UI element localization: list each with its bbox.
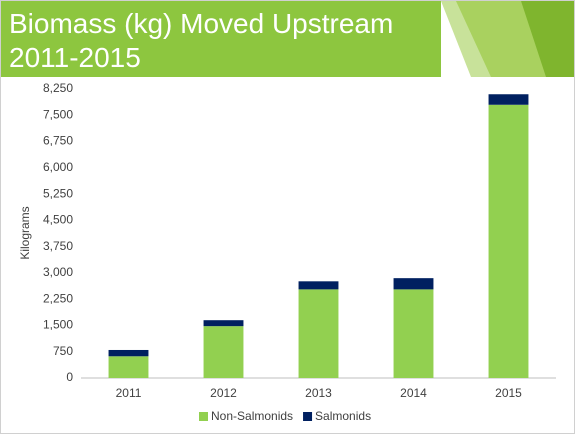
legend-swatch — [303, 412, 313, 421]
decoration — [521, 1, 574, 77]
title-box: Biomass (kg) Moved Upstream 2011-2015 — [1, 1, 441, 77]
decoration — [456, 1, 561, 77]
legend-label: Non-Salmonids — [211, 409, 293, 423]
y-tick-label: 8,250 — [43, 81, 73, 95]
bar-segment — [393, 278, 434, 290]
legend-label: Salmonids — [315, 409, 371, 423]
y-tick-label: 4,500 — [43, 213, 73, 227]
y-axis-label: Kilograms — [18, 206, 32, 259]
y-tick-label: 5,250 — [43, 186, 73, 200]
bar-segment — [108, 349, 149, 357]
bar-segment — [203, 326, 244, 378]
x-tick-label: 2015 — [495, 386, 522, 400]
x-tick-label: 2012 — [210, 386, 237, 400]
bar-segment — [488, 94, 529, 105]
y-tick-label: 7,500 — [43, 107, 73, 121]
bar-segment — [108, 356, 149, 378]
bar-segment — [203, 320, 244, 327]
x-tick-label: 2014 — [400, 386, 427, 400]
bar-segment — [298, 289, 339, 378]
bar-segment — [298, 281, 339, 290]
y-tick-label: 1,500 — [43, 318, 73, 332]
y-tick-label: 3,750 — [43, 239, 73, 253]
legend-swatch — [199, 412, 208, 421]
bar-segment — [488, 104, 529, 378]
y-tick-label: 750 — [53, 344, 73, 358]
x-tick-label: 2011 — [116, 386, 142, 400]
y-tick-label: 6,000 — [43, 160, 73, 174]
y-tick-label: 0 — [66, 370, 73, 384]
chart-title: Biomass (kg) Moved Upstream 2011-2015 — [9, 8, 394, 73]
x-tick-label: 2013 — [305, 386, 332, 400]
y-tick-label: 2,250 — [43, 291, 73, 305]
bar-segment — [393, 289, 434, 378]
y-tick-label: 3,000 — [43, 265, 73, 279]
y-tick-label: 6,750 — [43, 134, 73, 148]
